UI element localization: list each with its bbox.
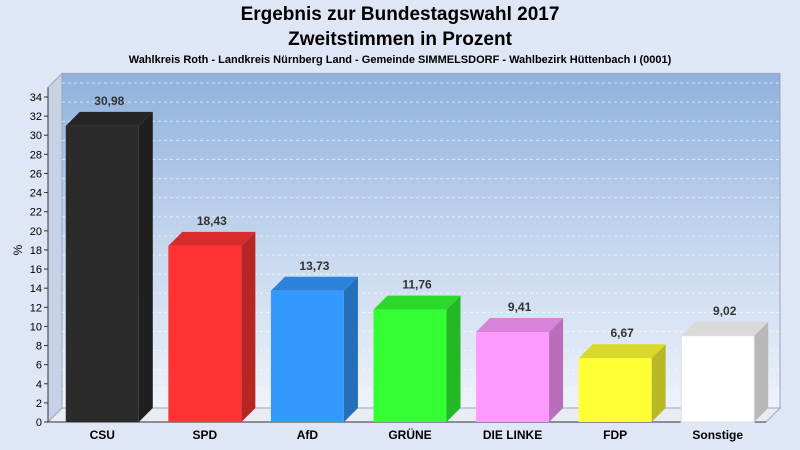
y-tick-label: 14: [30, 283, 42, 295]
bar-front: [270, 290, 344, 422]
bar-spd: [168, 231, 256, 422]
category-label: DIE LINKE: [483, 428, 542, 442]
bar-top: [65, 111, 153, 126]
value-label: 18,43: [197, 214, 227, 228]
bar-side: [549, 318, 564, 422]
bar-grüne: [373, 295, 461, 422]
bar-top: [578, 344, 666, 359]
bar-side: [138, 111, 153, 422]
bar-side: [754, 321, 769, 422]
value-label: 30,98: [94, 94, 124, 108]
y-tick-label: 8: [36, 341, 42, 353]
bar-front: [373, 309, 447, 422]
y-tick-label: 34: [30, 92, 42, 104]
bar-top: [476, 318, 564, 333]
bar-front: [680, 335, 755, 423]
y-tick-label: 10: [30, 321, 42, 333]
category-label: Sonstige: [692, 428, 743, 442]
bar-front: [476, 332, 550, 422]
y-tick-label: 22: [30, 207, 42, 219]
bar-side: [446, 295, 461, 422]
category-label: SPD: [193, 428, 218, 442]
plot-side-wall: [47, 72, 63, 424]
category-label: AfD: [297, 428, 319, 442]
bar-fdp: [578, 344, 666, 422]
value-label: 9,41: [508, 300, 532, 314]
y-axis-label: %: [11, 244, 25, 255]
y-tick-label: 26: [30, 168, 42, 180]
value-label: 9,02: [713, 304, 737, 318]
y-tick-label: 32: [30, 111, 42, 123]
y-tick-label: 0: [36, 417, 42, 429]
bar-top: [681, 321, 769, 336]
bar-top: [270, 276, 358, 291]
category-label: FDP: [603, 428, 627, 442]
bar-side: [241, 231, 256, 422]
y-tick-label: 4: [36, 379, 42, 391]
y-tick-label: 6: [36, 360, 42, 372]
y-tick-label: 20: [30, 226, 42, 238]
bar-top: [168, 231, 256, 246]
y-tick-label: 16: [30, 264, 42, 276]
bar-top: [373, 295, 461, 310]
bar-front: [168, 245, 242, 422]
value-label: 6,67: [610, 326, 634, 340]
chart-title: Ergebnis zur Bundestagswahl 2017: [240, 4, 560, 25]
y-tick-label: 2: [36, 398, 42, 410]
bar-csu: [65, 111, 153, 422]
bar-side: [651, 344, 666, 422]
chart-caption: Wahlkreis Roth - Landkreis Nürnberg Land…: [128, 54, 672, 66]
y-tick-label: 24: [30, 188, 42, 200]
bar-afd: [270, 276, 358, 422]
y-tick-label: 30: [30, 130, 42, 142]
bar-die-linke: [476, 318, 564, 422]
y-tick-label: 12: [30, 302, 42, 314]
bar-front: [578, 358, 652, 422]
y-tick-label: 18: [30, 245, 42, 257]
bar-side: [343, 276, 358, 422]
y-tick-label: 28: [30, 149, 42, 161]
category-label: GRÜNE: [388, 427, 431, 442]
value-label: 11,76: [402, 278, 432, 292]
chart-subtitle: Zweitstimmen in Prozent: [288, 29, 512, 50]
bar-front: [65, 125, 139, 422]
bar-sonstige: [680, 321, 769, 423]
category-label: CSU: [90, 428, 115, 442]
value-label: 13,73: [299, 259, 329, 273]
